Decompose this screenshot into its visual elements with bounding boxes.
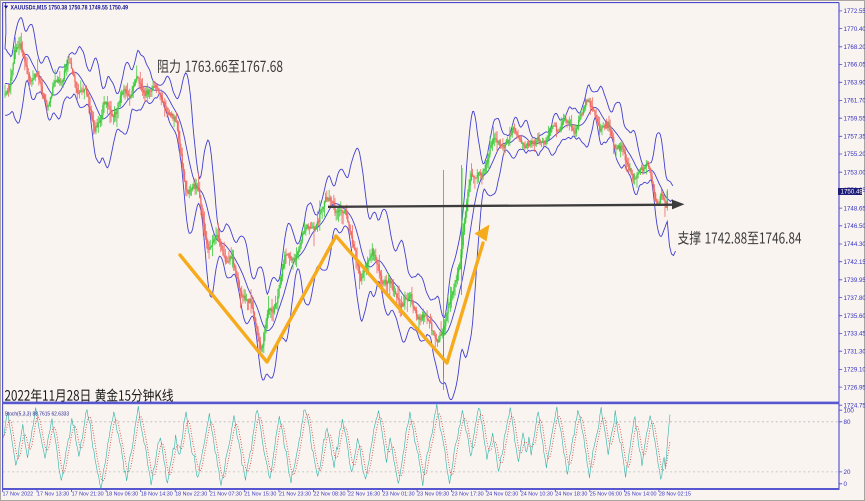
svg-text:24 Nov 02:30: 24 Nov 02:30	[486, 492, 518, 498]
svg-text:1772.55: 1772.55	[844, 8, 865, 15]
svg-text:17 Nov 21:30: 17 Nov 21:30	[72, 492, 104, 498]
svg-text:24 Nov 10:30: 24 Nov 10:30	[521, 492, 553, 498]
svg-text:22 Nov 08:30: 22 Nov 08:30	[313, 492, 345, 498]
svg-text:17 Nov 13:30: 17 Nov 13:30	[37, 492, 69, 498]
svg-text:25 Nov 14:00: 25 Nov 14:00	[624, 492, 656, 498]
svg-text:21 Nov 07:30: 21 Nov 07:30	[210, 492, 242, 498]
svg-text:1735.60: 1735.60	[844, 313, 865, 320]
svg-text:1755.20: 1755.20	[844, 151, 865, 158]
svg-text:23 Nov 17:30: 23 Nov 17:30	[452, 492, 484, 498]
svg-text:20: 20	[844, 469, 851, 476]
svg-text:22 Nov 16:30: 22 Nov 16:30	[348, 492, 380, 498]
svg-text:1737.80: 1737.80	[844, 295, 865, 302]
svg-text:1733.45: 1733.45	[844, 331, 865, 338]
svg-text:1748.65: 1748.65	[844, 205, 865, 212]
svg-text:24 Nov 18:30: 24 Nov 18:30	[555, 492, 587, 498]
svg-text:23 Nov 09:30: 23 Nov 09:30	[417, 492, 449, 498]
svg-text:Stoch(5,3,3) 88.7615 62.6333: Stoch(5,3,3) 88.7615 62.6333	[5, 411, 70, 417]
svg-text:28 Nov 02:15: 28 Nov 02:15	[659, 492, 691, 498]
svg-text:1724.75: 1724.75	[844, 402, 865, 409]
svg-text:XAUUSD#,M15 1750.38 1750.78 1: XAUUSD#,M15 1750.38 1750.78 1749.55 1750…	[11, 5, 129, 12]
svg-text:0: 0	[844, 481, 848, 488]
svg-text:80: 80	[844, 419, 851, 426]
svg-text:1770.40: 1770.40	[844, 26, 865, 33]
svg-text:1742.15: 1742.15	[844, 259, 865, 266]
svg-text:23 Nov 01:30: 23 Nov 01:30	[383, 492, 415, 498]
svg-text:1753.00: 1753.00	[844, 169, 865, 176]
svg-text:1731.30: 1731.30	[844, 348, 865, 355]
svg-text:18 Nov 14:30: 18 Nov 14:30	[141, 492, 173, 498]
svg-text:1757.35: 1757.35	[844, 134, 865, 141]
svg-text:1729.10: 1729.10	[844, 367, 865, 374]
svg-text:1726.95: 1726.95	[844, 384, 865, 391]
svg-text:21 Nov 23:30: 21 Nov 23:30	[279, 492, 311, 498]
svg-text:100: 100	[844, 407, 855, 414]
svg-text:17 Nov 2022: 17 Nov 2022	[3, 492, 34, 498]
svg-text:18 Nov 06:30: 18 Nov 06:30	[106, 492, 138, 498]
svg-text:1768.20: 1768.20	[844, 44, 865, 51]
svg-text:1761.70: 1761.70	[844, 98, 865, 105]
svg-text:1750.49: 1750.49	[841, 189, 864, 196]
svg-text:1739.95: 1739.95	[844, 277, 865, 284]
svg-text:1759.55: 1759.55	[844, 115, 865, 122]
svg-text:1766.05: 1766.05	[844, 62, 865, 69]
svg-text:1744.30: 1744.30	[844, 241, 865, 248]
svg-text:1746.50: 1746.50	[844, 223, 865, 230]
svg-text:25 Nov 06:00: 25 Nov 06:00	[590, 492, 622, 498]
svg-text:1763.90: 1763.90	[844, 80, 865, 87]
svg-text:21 Nov 15:30: 21 Nov 15:30	[244, 492, 276, 498]
svg-text:18 Nov 22:30: 18 Nov 22:30	[175, 492, 207, 498]
